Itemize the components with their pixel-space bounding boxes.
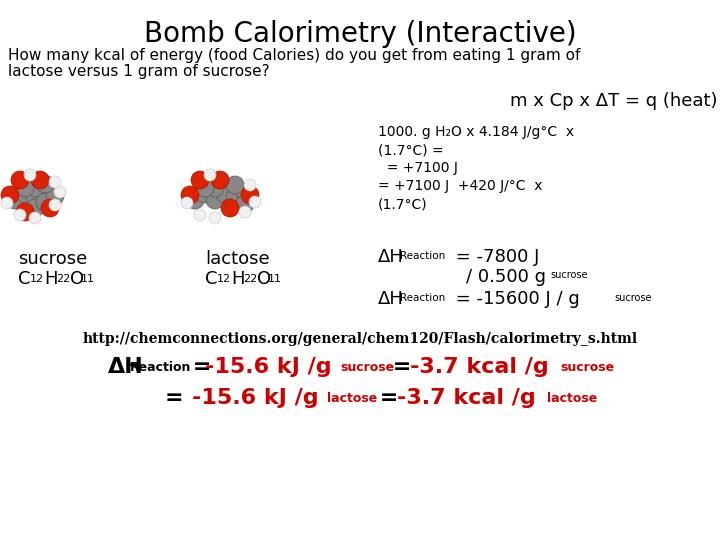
Circle shape <box>216 185 234 203</box>
Text: lactose versus 1 gram of sucrose?: lactose versus 1 gram of sucrose? <box>8 64 269 79</box>
Text: = -15600 J / g: = -15600 J / g <box>450 290 580 308</box>
Circle shape <box>36 185 54 203</box>
Text: -15.6 kJ /g: -15.6 kJ /g <box>192 388 319 408</box>
Text: O: O <box>257 270 271 288</box>
Circle shape <box>16 203 34 221</box>
Text: Reaction: Reaction <box>400 251 445 261</box>
Circle shape <box>209 212 221 224</box>
Circle shape <box>46 187 64 205</box>
Text: 12: 12 <box>30 274 44 284</box>
Circle shape <box>31 171 49 189</box>
Circle shape <box>14 209 26 221</box>
Circle shape <box>26 179 44 197</box>
Circle shape <box>221 199 239 217</box>
Circle shape <box>186 191 204 209</box>
Text: (1.7°C): (1.7°C) <box>378 197 428 211</box>
Text: 1000. g H₂O x 4.184 J/g°C  x: 1000. g H₂O x 4.184 J/g°C x <box>378 125 574 139</box>
Text: -15.6 kJ /g: -15.6 kJ /g <box>205 357 332 377</box>
Text: =: = <box>165 388 192 408</box>
Circle shape <box>206 179 224 197</box>
Text: sucrose: sucrose <box>18 250 87 268</box>
Text: = +7100 J  +420 J/°C  x: = +7100 J +420 J/°C x <box>378 179 542 193</box>
Text: How many kcal of energy (food Calories) do you get from eating 1 gram of: How many kcal of energy (food Calories) … <box>8 48 580 63</box>
Circle shape <box>226 176 244 194</box>
Circle shape <box>204 169 216 181</box>
Text: lactose: lactose <box>547 392 598 405</box>
Text: ΔH: ΔH <box>108 357 144 377</box>
Text: 22: 22 <box>243 274 257 284</box>
Circle shape <box>1 197 13 209</box>
Circle shape <box>26 199 44 217</box>
Text: H: H <box>44 270 58 288</box>
Circle shape <box>241 186 259 204</box>
Text: 11: 11 <box>81 274 95 284</box>
Circle shape <box>239 206 251 218</box>
Circle shape <box>196 185 214 203</box>
Text: sucrose: sucrose <box>550 270 588 280</box>
Circle shape <box>191 171 209 189</box>
Text: m x Cp x ΔT = q (heat): m x Cp x ΔT = q (heat) <box>510 92 718 110</box>
Circle shape <box>6 191 24 209</box>
Text: Bomb Calorimetry (Interactive): Bomb Calorimetry (Interactive) <box>144 20 576 48</box>
Text: Reaction: Reaction <box>130 361 192 374</box>
Text: / 0.500 g: / 0.500 g <box>466 268 546 286</box>
Text: lactose: lactose <box>327 392 377 405</box>
Text: = +7100 J: = +7100 J <box>378 161 458 175</box>
Circle shape <box>1 186 19 204</box>
Circle shape <box>49 176 61 188</box>
Text: http://chemconnections.org/general/chem120/Flash/calorimetry_s.html: http://chemconnections.org/general/chem1… <box>82 332 638 346</box>
Circle shape <box>244 179 256 191</box>
Text: ΔH: ΔH <box>378 290 404 308</box>
Circle shape <box>236 195 254 213</box>
Text: sucrose: sucrose <box>560 361 614 374</box>
Text: =: = <box>385 357 419 377</box>
Circle shape <box>16 179 34 197</box>
Text: ΔH: ΔH <box>378 248 404 266</box>
Circle shape <box>181 197 193 209</box>
Circle shape <box>54 186 66 198</box>
Text: (1.7°C) =: (1.7°C) = <box>378 143 444 157</box>
Circle shape <box>206 191 224 209</box>
Text: lactose: lactose <box>205 250 269 268</box>
Circle shape <box>24 169 36 181</box>
Text: C: C <box>205 270 217 288</box>
Circle shape <box>249 196 261 208</box>
Circle shape <box>36 175 54 193</box>
Circle shape <box>196 179 214 197</box>
Circle shape <box>211 171 229 189</box>
Text: 12: 12 <box>217 274 231 284</box>
Text: =: = <box>185 357 219 377</box>
Circle shape <box>36 193 54 211</box>
Circle shape <box>26 191 44 209</box>
Text: -3.7 kcal /g: -3.7 kcal /g <box>410 357 549 377</box>
Circle shape <box>41 199 59 217</box>
Circle shape <box>236 183 254 201</box>
Text: C: C <box>18 270 30 288</box>
Circle shape <box>226 189 244 207</box>
Circle shape <box>11 171 29 189</box>
Text: 22: 22 <box>56 274 71 284</box>
Circle shape <box>16 185 34 203</box>
Circle shape <box>181 186 199 204</box>
Circle shape <box>49 199 61 211</box>
Text: =: = <box>372 388 406 408</box>
Circle shape <box>194 209 206 221</box>
Text: sucrose: sucrose <box>614 293 652 303</box>
Circle shape <box>29 212 41 224</box>
Text: = -7800 J: = -7800 J <box>450 248 539 266</box>
Text: sucrose: sucrose <box>340 361 394 374</box>
Text: Reaction: Reaction <box>400 293 445 303</box>
Text: H: H <box>231 270 245 288</box>
Text: -3.7 kcal /g: -3.7 kcal /g <box>397 388 536 408</box>
Text: 11: 11 <box>268 274 282 284</box>
Text: O: O <box>70 270 84 288</box>
